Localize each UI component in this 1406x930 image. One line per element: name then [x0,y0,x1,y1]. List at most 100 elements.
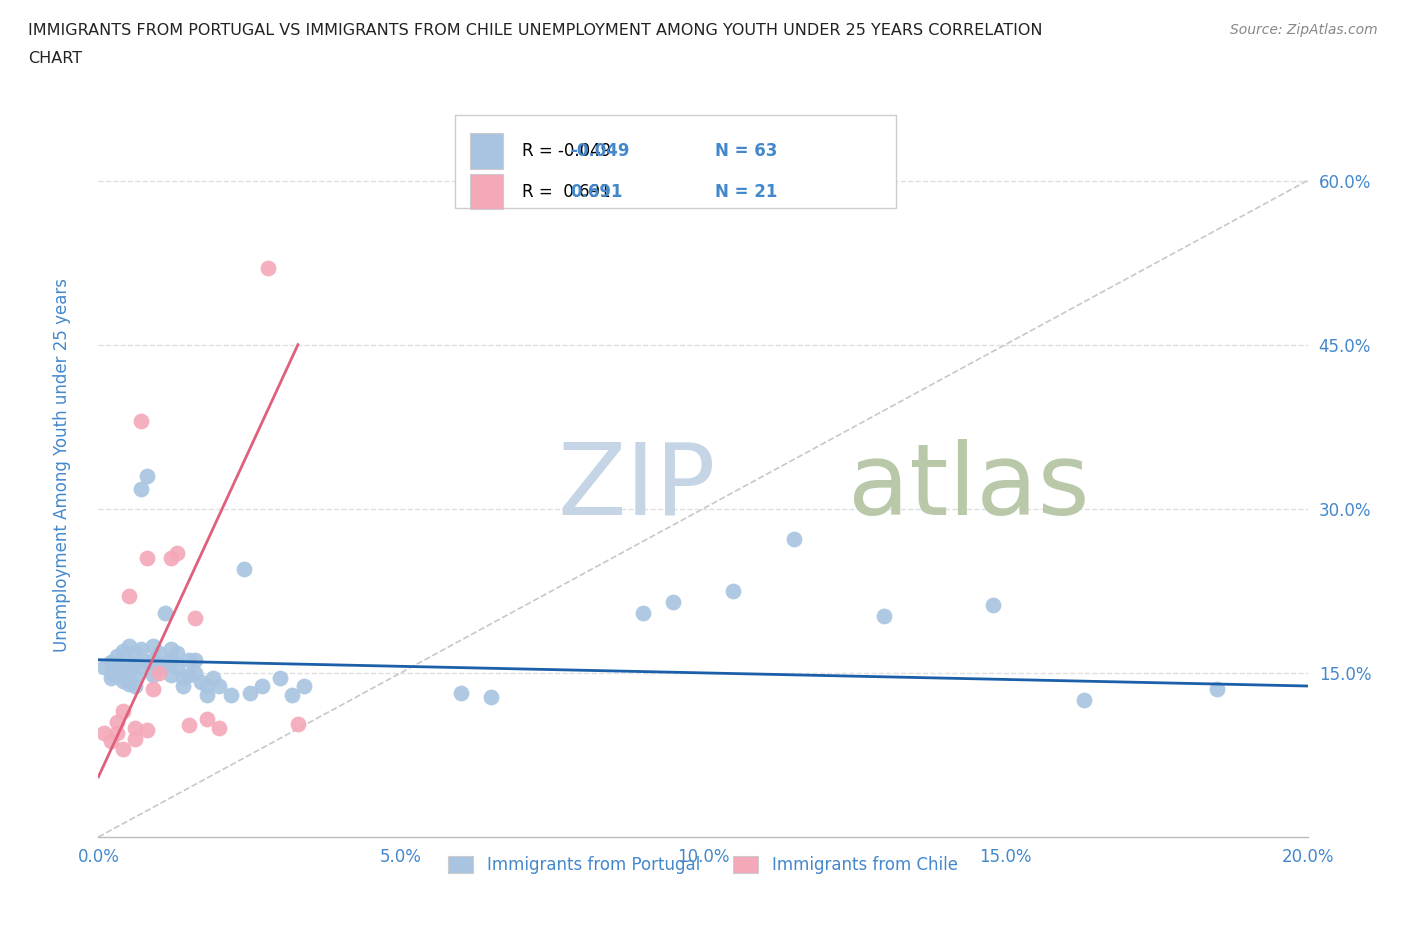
Point [135,469,157,484]
Text: N = 21: N = 21 [716,182,778,201]
Point [124,679,146,694]
Point [202,671,225,685]
Point [129,660,152,675]
Point [118,676,141,691]
Point [142,638,165,653]
FancyBboxPatch shape [456,115,897,208]
Point [160,652,183,667]
Point [873,608,896,623]
Point [148,645,170,660]
Point [100,666,122,681]
Text: Source: ZipAtlas.com: Source: ZipAtlas.com [1230,23,1378,37]
Point [118,655,141,670]
Point [179,668,201,683]
Point [166,545,188,560]
Point [111,704,134,719]
Point [153,657,176,671]
Point [661,594,683,609]
Point [481,689,503,704]
Point [160,551,183,565]
Point [208,720,231,735]
Point [239,685,262,700]
Point [631,605,654,620]
Point [111,644,134,658]
Point [100,671,122,685]
Text: R = -0.049: R = -0.049 [522,141,610,160]
Point [105,649,128,664]
Point [153,605,176,620]
Text: R =  0.691: R = 0.691 [522,182,610,201]
Point [172,679,194,694]
Point [124,731,146,746]
Point [142,682,165,697]
Point [135,655,157,670]
Point [292,679,315,694]
Text: CHART: CHART [28,51,82,66]
Point [129,414,152,429]
Point [142,652,165,667]
Point [179,652,201,667]
Point [124,645,146,660]
Point [981,598,1004,613]
Point [783,532,806,547]
Point [118,638,141,653]
Point [184,611,207,626]
Text: IMMIGRANTS FROM PORTUGAL VS IMMIGRANTS FROM CHILE UNEMPLOYMENT AMONG YOUTH UNDER: IMMIGRANTS FROM PORTUGAL VS IMMIGRANTS F… [28,23,1043,38]
Point [195,679,218,694]
Text: 0.691: 0.691 [569,182,623,201]
Text: -0.049: -0.049 [569,141,630,160]
Point [281,687,304,702]
Point [250,679,273,694]
Point [129,642,152,657]
Point [172,671,194,685]
Point [100,655,122,670]
Point [118,663,141,678]
Point [450,685,472,700]
Point [135,723,157,737]
Point [105,725,128,740]
Point [723,583,745,598]
Legend: Immigrants from Portugal, Immigrants from Chile: Immigrants from Portugal, Immigrants fro… [441,849,965,881]
Point [124,657,146,671]
Point [195,711,218,726]
Point [160,668,183,683]
Point [184,652,207,667]
Point [105,714,128,729]
Point [118,589,141,604]
Point [208,679,231,694]
Point [1206,682,1229,697]
FancyBboxPatch shape [470,174,503,209]
Point [166,645,188,660]
Point [232,562,254,577]
Point [111,673,134,688]
Point [221,687,243,702]
Point [100,733,122,748]
Point [179,718,201,733]
FancyBboxPatch shape [470,133,503,168]
Point [190,674,212,689]
Point [269,671,291,685]
Point [111,742,134,757]
Point [166,660,188,675]
Y-axis label: Unemployment Among Youth under 25 years: Unemployment Among Youth under 25 years [52,278,70,652]
Point [256,260,278,275]
Point [135,551,157,565]
Point [129,482,152,497]
Point [195,687,218,702]
Point [148,666,170,681]
Point [160,642,183,657]
Point [105,668,128,683]
Text: ZIP: ZIP [558,439,716,536]
Point [111,663,134,678]
Point [93,660,115,675]
Point [148,660,170,675]
Text: atlas: atlas [848,439,1090,536]
Point [287,717,309,732]
Point [124,720,146,735]
Point [1073,693,1095,708]
Point [142,668,165,683]
Point [184,666,207,681]
Point [93,725,115,740]
Text: N = 63: N = 63 [716,141,778,160]
Point [124,668,146,683]
